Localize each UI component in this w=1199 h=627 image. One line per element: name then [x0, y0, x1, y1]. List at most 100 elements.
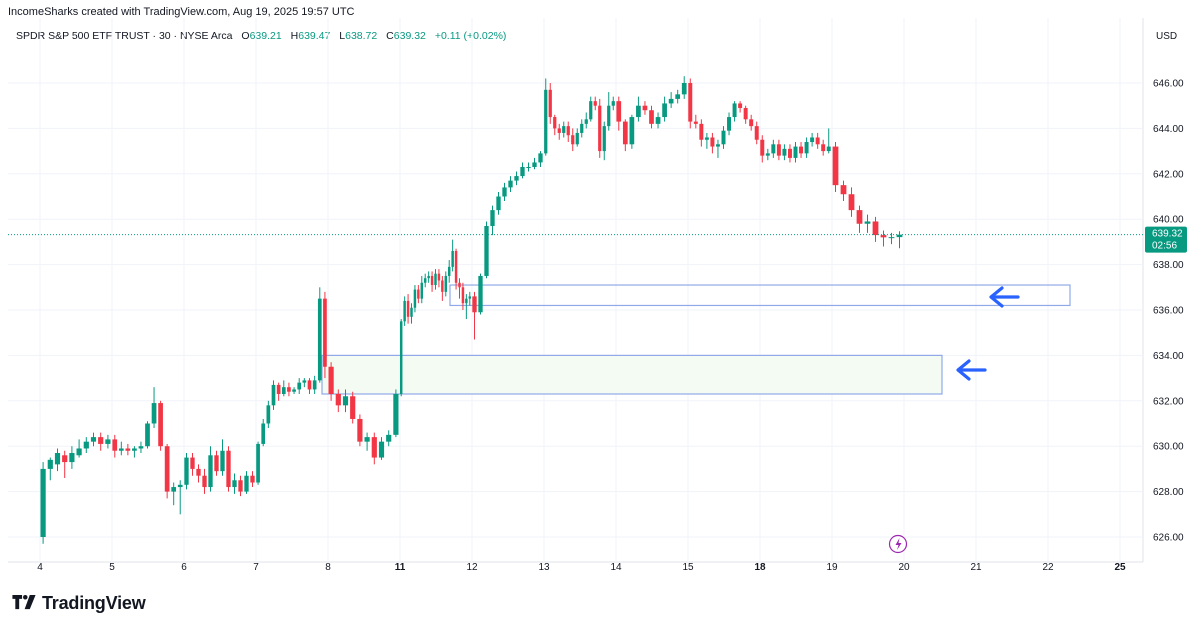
- y-tick-label: 634.00: [1153, 351, 1184, 362]
- y-tick-label: 626.00: [1153, 533, 1184, 544]
- candle-body: [430, 275, 434, 286]
- candle-body: [413, 289, 417, 308]
- candle-body: [598, 105, 602, 152]
- candle-body: [151, 403, 157, 424]
- x-tick-label: 11: [395, 562, 406, 573]
- candle-body: [90, 437, 97, 442]
- candle-body: [484, 226, 489, 276]
- candle-body: [864, 221, 871, 224]
- candle-body: [434, 273, 437, 286]
- x-tick-label: 6: [181, 562, 187, 573]
- price-zone: [449, 284, 1071, 307]
- brand-name: TradingView: [42, 593, 146, 613]
- y-tick-label: 640.00: [1153, 215, 1184, 226]
- candle-body: [410, 307, 413, 317]
- candle-body: [649, 110, 654, 124]
- x-tick-label: 7: [253, 562, 259, 573]
- candle-body: [444, 275, 448, 292]
- candle-body: [593, 101, 597, 106]
- candle-body: [105, 439, 111, 444]
- candle-body: [840, 185, 847, 195]
- candle-body: [704, 137, 709, 140]
- y-tick-label: 642.00: [1153, 169, 1184, 180]
- y-tick-label: 630.00: [1153, 442, 1184, 453]
- candle-body: [399, 321, 403, 394]
- candle-body: [502, 187, 507, 197]
- candle-body: [526, 166, 531, 168]
- candle-body: [782, 148, 787, 156]
- candle-body: [451, 250, 454, 267]
- candle-body: [799, 146, 804, 154]
- candle-body: [589, 101, 593, 120]
- event-lightning-icon: [888, 534, 908, 554]
- candle-body: [62, 455, 68, 463]
- candle-body: [557, 128, 561, 133]
- left-arrow-icon: [956, 359, 987, 381]
- candle-body: [250, 475, 255, 483]
- candle-body: [629, 117, 635, 145]
- x-tick-label: 20: [898, 562, 910, 573]
- candle-body: [548, 89, 552, 118]
- candle-body: [872, 221, 879, 236]
- candle-body: [888, 237, 895, 239]
- x-tick-label: 4: [37, 562, 43, 573]
- candle-body: [423, 278, 427, 283]
- candle-body: [810, 137, 815, 143]
- candle-body: [584, 119, 588, 124]
- y-tick-label: 636.00: [1153, 306, 1184, 317]
- candle-body: [544, 89, 548, 154]
- candle-body: [454, 250, 458, 283]
- candle-body: [575, 132, 579, 145]
- y-tick-label: 638.00: [1153, 260, 1184, 271]
- legend-high-label: H: [290, 30, 299, 42]
- candle-body: [636, 105, 641, 118]
- candle-body: [699, 123, 704, 140]
- candle-body: [765, 153, 770, 156]
- candle-body: [607, 105, 611, 127]
- legend-low-label: L: [339, 30, 346, 42]
- legend-low-value: 638.72: [345, 30, 378, 42]
- x-tick-label: 25: [1114, 562, 1126, 573]
- candle-body: [118, 448, 124, 451]
- candle-body: [896, 234, 903, 238]
- x-tick-label: 19: [826, 562, 838, 573]
- candle-body: [602, 126, 606, 152]
- candle-body: [371, 437, 377, 458]
- candle-body: [478, 275, 483, 313]
- legend-close-label: C: [386, 30, 394, 42]
- candle-body: [465, 298, 468, 304]
- candle-body: [158, 403, 163, 447]
- x-tick-label: 21: [970, 562, 982, 573]
- x-tick-label: 18: [754, 562, 766, 573]
- candle-body: [793, 146, 798, 158]
- currency-label[interactable]: USD: [1156, 31, 1178, 42]
- legend-open-label: O: [241, 30, 250, 42]
- candle-body: [616, 101, 622, 122]
- axes: 646.00 644.00 642.00 640.00 638.00 636.00 634.…: [37, 79, 1184, 574]
- x-tick-label: 14: [610, 562, 622, 573]
- candle-body: [468, 296, 472, 299]
- tradingview-brand[interactable]: TradingView: [10, 593, 146, 614]
- candle-body: [420, 282, 424, 299]
- candle-body: [520, 166, 525, 177]
- legend-symbol: SPDR S&P 500 ETF TRUST · 30 · NYSE Arca: [16, 30, 233, 42]
- candle-body: [655, 117, 661, 124]
- candle-body: [196, 468, 201, 476]
- candle-body: [164, 446, 170, 492]
- legend-open-value: 639.21: [249, 30, 282, 42]
- candle-body: [771, 144, 776, 154]
- candle-body: [328, 366, 334, 394]
- candle-body: [681, 83, 687, 95]
- candle-body: [776, 144, 781, 156]
- candle-body: [132, 448, 137, 451]
- y-tick-label: 628.00: [1153, 487, 1184, 498]
- candle-body: [112, 439, 118, 451]
- candle-body: [815, 137, 820, 145]
- candle-body: [538, 153, 543, 163]
- x-tick-label: 8: [325, 562, 331, 573]
- price-zone: [321, 354, 943, 395]
- candle-body: [562, 126, 566, 133]
- candle-body: [292, 389, 296, 392]
